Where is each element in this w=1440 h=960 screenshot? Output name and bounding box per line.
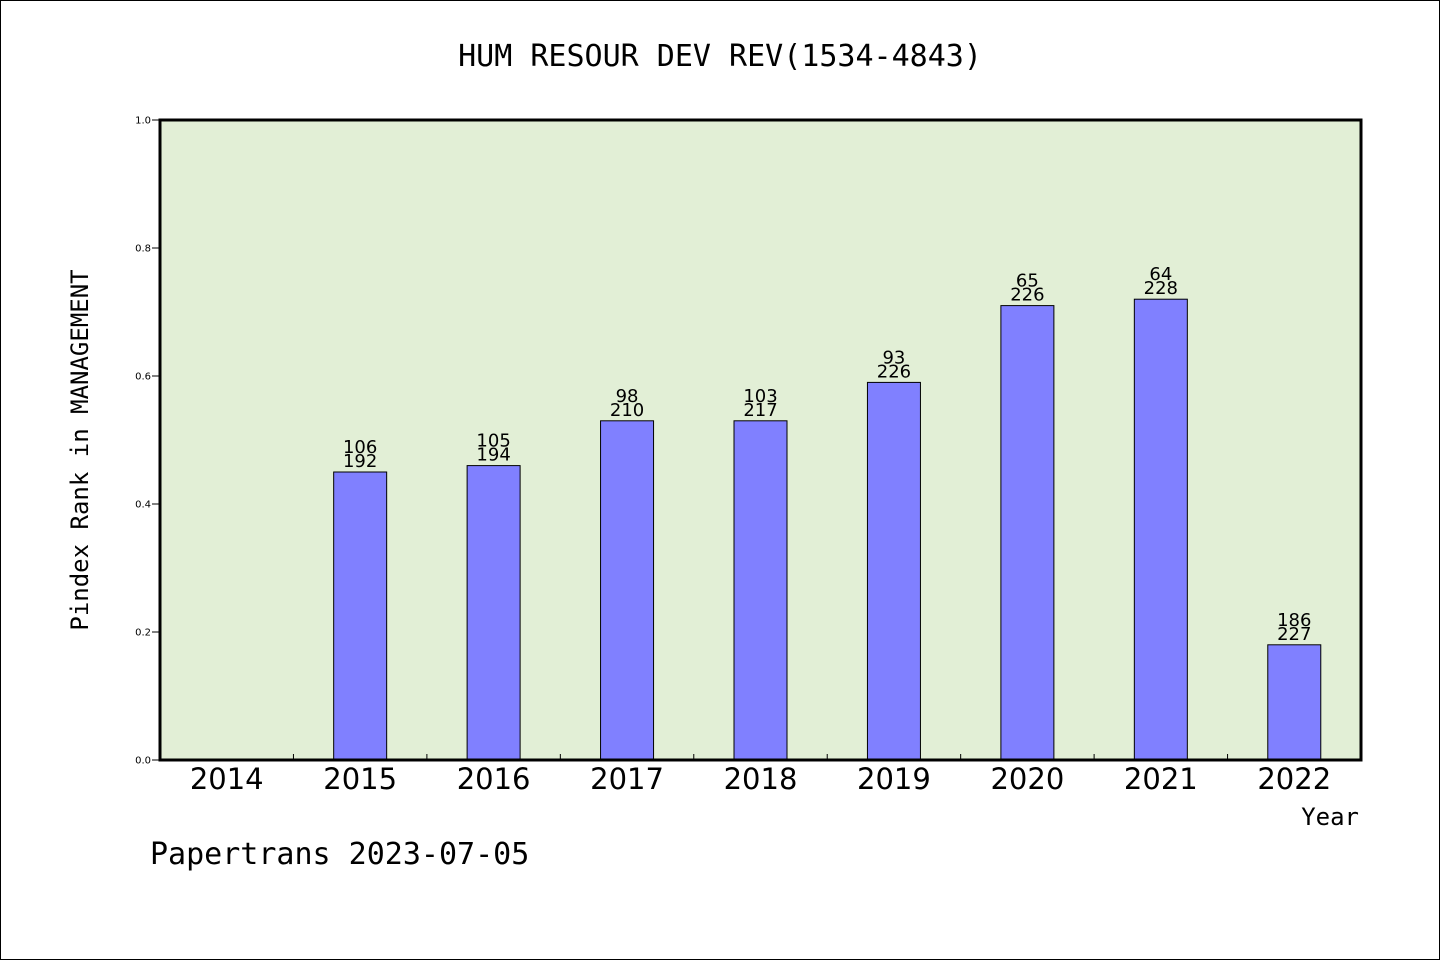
data-label-top: 106: [343, 437, 377, 458]
bars-group: [333, 298, 1322, 761]
data-label-top: 103: [743, 386, 777, 407]
footer-text: Papertrans 2023-07-05: [150, 837, 529, 872]
bar-2020: [1000, 305, 1055, 761]
bar-2022: [1267, 644, 1322, 761]
data-label-top: 98: [616, 386, 639, 407]
data-label-top: 64: [1149, 264, 1172, 285]
data-label-bottom: 227: [1277, 624, 1311, 645]
data-label-bottom: 228: [1144, 278, 1178, 299]
x-tick-label: 2015: [323, 762, 397, 796]
y-tick-label: 0.6: [135, 372, 151, 383]
x-tick-label: 2016: [457, 762, 531, 796]
x-tick-label: 2021: [1124, 762, 1198, 796]
x-tick-label: 2019: [857, 762, 931, 796]
x-tick-label: 2020: [990, 762, 1064, 796]
data-label-top: 105: [476, 431, 510, 452]
y-axis-ticks: 0.0 0.2 0.4 0.6 0.8 1.0: [135, 116, 160, 767]
data-label-bottom: 217: [743, 400, 777, 421]
x-tick-label: 2018: [724, 762, 798, 796]
x-tick-label: 2014: [190, 762, 264, 796]
plot-border: [158, 118, 1363, 762]
y-tick-label: 1.0: [135, 116, 151, 127]
data-labels-group: 1061921051949821010321793226652266422818…: [343, 264, 1311, 645]
x-axis-label: Year: [1301, 803, 1359, 831]
bar-2017: [600, 420, 655, 761]
x-tick-label: 2022: [1257, 762, 1331, 796]
bar-2015: [333, 471, 388, 761]
bar-2018: [733, 420, 788, 761]
data-label-bottom: 226: [1010, 285, 1044, 306]
data-label-bottom: 192: [343, 451, 377, 472]
y-axis-label: Pindex Rank in MANAGEMENT: [66, 269, 94, 630]
data-label-bottom: 226: [877, 361, 911, 382]
y-tick-label: 0.0: [135, 756, 151, 767]
data-label-top: 65: [1016, 271, 1039, 292]
bar-2016: [466, 465, 521, 761]
y-tick-label: 0.8: [135, 244, 151, 255]
data-label-top: 186: [1277, 610, 1311, 631]
bar-2019: [866, 381, 921, 761]
y-tick-label: 0.4: [135, 500, 151, 511]
data-label-bottom: 194: [476, 445, 510, 466]
data-label-bottom: 210: [610, 400, 644, 421]
chart-title: HUM RESOUR DEV REV(1534-4843): [458, 39, 982, 74]
data-label-top: 93: [882, 347, 905, 368]
x-tick-label: 2017: [590, 762, 664, 796]
x-axis-ticks: 2014 2015 2016 2017 2018 2019 2020 2021 2022: [190, 754, 1331, 796]
y-tick-label: 0.2: [135, 628, 151, 639]
bar-2021: [1133, 298, 1188, 761]
